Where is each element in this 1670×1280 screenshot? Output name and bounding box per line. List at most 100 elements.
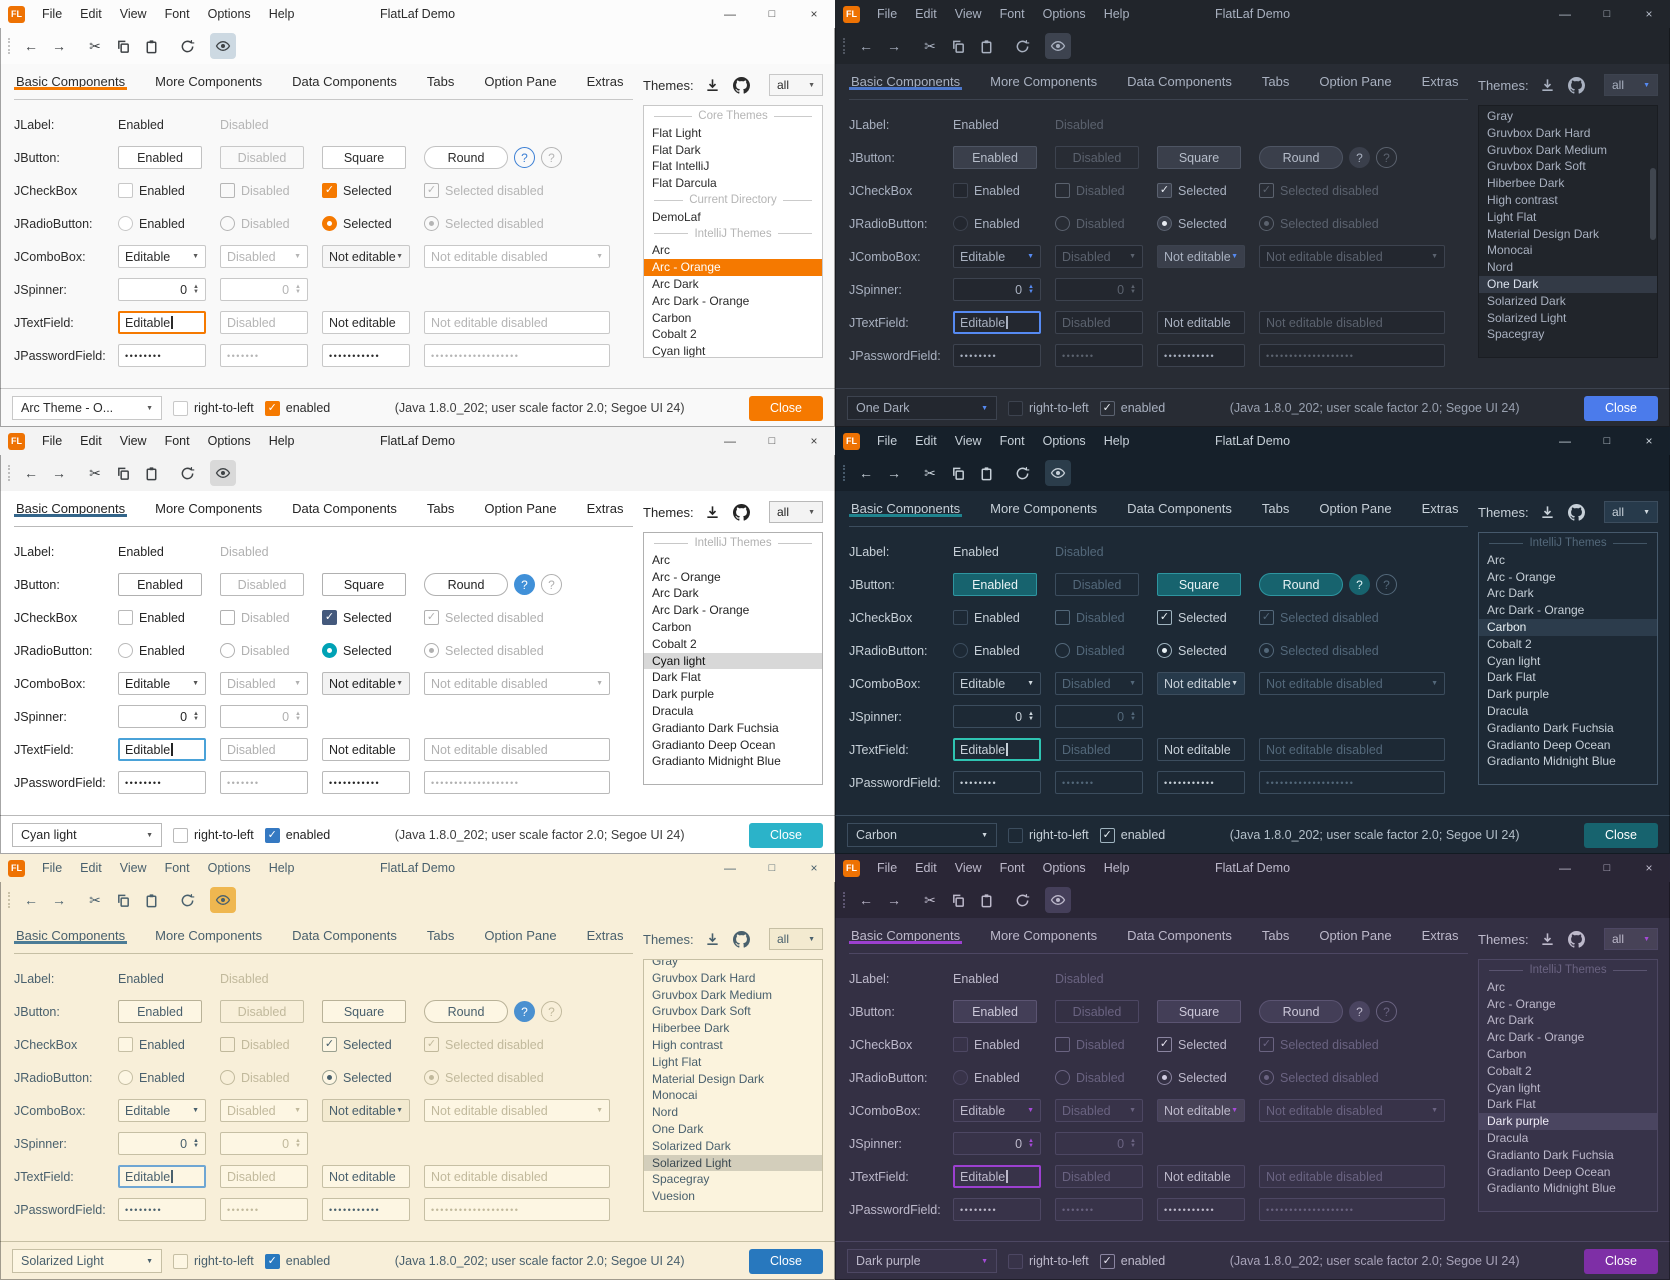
theme-filter-combo[interactable]: all ▼ xyxy=(769,501,823,523)
theme-list-item[interactable]: Solarized Light xyxy=(1487,310,1567,325)
theme-list-item[interactable]: Gradianto Deep Ocean xyxy=(1487,1164,1611,1179)
menu-help[interactable]: Help xyxy=(268,434,295,448)
menu-file[interactable]: File xyxy=(42,861,63,875)
minimize-icon[interactable]: — xyxy=(1559,434,1571,448)
menu-help[interactable]: Help xyxy=(1103,434,1130,448)
close-window-icon[interactable]: × xyxy=(1645,861,1653,875)
tab-more-components[interactable]: More Components xyxy=(155,501,263,516)
theme-list-item[interactable]: Light Flat xyxy=(652,1054,702,1069)
theme-list-item[interactable]: Hiberbee Dark xyxy=(1487,176,1565,191)
tab-extras[interactable]: Extras xyxy=(1421,928,1459,943)
menu-help[interactable]: Help xyxy=(1103,861,1130,875)
minimize-icon[interactable]: — xyxy=(1559,7,1571,21)
forward-icon[interactable]: → xyxy=(52,38,66,54)
tab-option-pane[interactable]: Option Pane xyxy=(484,74,557,89)
combobox-editable[interactable]: Editable ▼ xyxy=(953,245,1041,268)
combobox-editable[interactable]: Editable ▼ xyxy=(118,1099,206,1122)
github-icon[interactable] xyxy=(732,75,752,95)
theme-list-item[interactable]: Solarized Light xyxy=(644,1154,822,1172)
checkbox-checked[interactable]: ✓ xyxy=(264,1253,280,1269)
menu-file[interactable]: File xyxy=(877,7,898,21)
theme-list-item[interactable]: Carbon xyxy=(652,310,692,325)
theme-list-item[interactable]: Arc xyxy=(1487,552,1505,567)
theme-selector-combo[interactable]: One Dark ▼ xyxy=(847,396,997,420)
theme-list-item[interactable]: Solarized Dark xyxy=(652,1138,731,1153)
combobox-not-editable[interactable]: Not editable ▼ xyxy=(322,672,410,695)
combobox-editable[interactable]: Editable ▼ xyxy=(953,672,1041,695)
theme-list-item[interactable]: High contrast xyxy=(652,1037,723,1052)
passwordfield-enabled[interactable]: •••••••• xyxy=(953,771,1041,794)
toolbar-drag-handle[interactable] xyxy=(843,38,845,54)
cut-icon[interactable]: ✂ xyxy=(89,464,101,481)
tab-tabs[interactable]: Tabs xyxy=(1261,928,1290,943)
tab-data-components[interactable]: Data Components xyxy=(292,501,397,516)
tab-option-pane[interactable]: Option Pane xyxy=(1319,501,1392,516)
minimize-icon[interactable]: — xyxy=(724,861,736,875)
enabled-checkbox[interactable]: ✓ enabled xyxy=(1099,827,1165,843)
spinner-arrows-icon[interactable]: ▲ ▼ xyxy=(1028,1137,1034,1149)
tab-option-pane[interactable]: Option Pane xyxy=(484,501,557,516)
github-icon[interactable] xyxy=(1567,502,1587,522)
menu-help[interactable]: Help xyxy=(268,861,295,875)
passwordfield-enabled[interactable]: •••••••• xyxy=(118,771,206,794)
tab-data-components[interactable]: Data Components xyxy=(292,928,397,943)
menu-file[interactable]: File xyxy=(877,434,898,448)
cut-icon[interactable]: ✂ xyxy=(924,891,936,908)
menu-view[interactable]: View xyxy=(119,7,147,21)
theme-list-item[interactable]: Gradianto Midnight Blue xyxy=(1487,754,1616,769)
spinner-enabled[interactable]: 0 ▲ ▼ xyxy=(118,278,206,301)
download-icon[interactable] xyxy=(1538,75,1558,95)
enabled-checkbox[interactable]: ✓ enabled xyxy=(264,400,330,416)
square-button[interactable]: Square xyxy=(322,1000,406,1023)
checkbox-enabled[interactable] xyxy=(953,1037,968,1052)
checkbox-enabled[interactable] xyxy=(953,610,968,625)
github-icon[interactable] xyxy=(1567,929,1587,949)
theme-list-item[interactable]: Gradianto Deep Ocean xyxy=(1487,737,1611,752)
theme-list-item[interactable]: Gruvbox Dark Hard xyxy=(652,970,756,985)
forward-icon[interactable]: → xyxy=(887,892,901,908)
toolbar-drag-handle[interactable] xyxy=(843,892,845,908)
forward-icon[interactable]: → xyxy=(52,892,66,908)
toolbar-drag-handle[interactable] xyxy=(8,465,10,481)
square-button[interactable]: Square xyxy=(1157,146,1241,169)
theme-list-item[interactable]: Flat Darcula xyxy=(652,176,717,191)
theme-list-item[interactable]: Carbon xyxy=(652,619,692,634)
radio-enabled[interactable] xyxy=(953,1070,968,1085)
menu-view[interactable]: View xyxy=(954,434,982,448)
close-button[interactable]: Close xyxy=(749,395,823,421)
theme-list-item[interactable]: Dark purple xyxy=(1479,1113,1657,1130)
tab-tabs[interactable]: Tabs xyxy=(426,501,455,516)
tab-more-components[interactable]: More Components xyxy=(990,928,1098,943)
theme-list[interactable]: Gray Gruvbox Dark Hard Gruvbox Dark Medium… xyxy=(643,959,823,1212)
textfield-editable[interactable]: Editable xyxy=(953,311,1041,334)
theme-list-item[interactable]: Dracula xyxy=(1487,703,1529,718)
radio-enabled[interactable] xyxy=(953,643,968,658)
tab-basic-components[interactable]: Basic Components xyxy=(14,928,128,944)
spinner-enabled[interactable]: 0 ▲ ▼ xyxy=(953,278,1041,301)
close-window-icon[interactable]: × xyxy=(1645,7,1653,21)
tab-option-pane[interactable]: Option Pane xyxy=(484,928,557,943)
tab-data-components[interactable]: Data Components xyxy=(1127,74,1232,89)
spinner-enabled[interactable]: 0 ▲ ▼ xyxy=(953,705,1041,728)
paste-icon[interactable] xyxy=(138,460,164,486)
spinner-arrows-icon[interactable]: ▲ ▼ xyxy=(193,283,199,295)
tab-more-components[interactable]: More Components xyxy=(155,928,263,943)
scrollbar-thumb[interactable] xyxy=(1650,168,1656,240)
theme-list-item[interactable]: Arc xyxy=(1487,979,1505,994)
toolbar-drag-handle[interactable] xyxy=(843,465,845,481)
right-to-left-checkbox[interactable]: right-to-left xyxy=(1008,827,1089,843)
menu-font[interactable]: Font xyxy=(999,434,1025,448)
menu-help[interactable]: Help xyxy=(1103,7,1130,21)
theme-list-item[interactable]: Vuesion xyxy=(652,1189,695,1204)
theme-list-item[interactable]: Dark Flat xyxy=(1487,1097,1536,1112)
show-hidden-eye-icon[interactable] xyxy=(210,460,236,486)
github-icon[interactable] xyxy=(732,502,752,522)
maximize-icon[interactable]: □ xyxy=(1603,8,1611,20)
close-button[interactable]: Close xyxy=(749,1248,823,1274)
checkbox-enabled[interactable] xyxy=(118,610,133,625)
theme-list-item[interactable]: Cobalt 2 xyxy=(652,636,697,651)
combobox-editable[interactable]: Editable ▼ xyxy=(118,245,206,268)
cut-icon[interactable]: ✂ xyxy=(924,464,936,481)
round-button[interactable]: Round xyxy=(424,146,508,169)
help-button[interactable]: ? xyxy=(1349,147,1370,168)
